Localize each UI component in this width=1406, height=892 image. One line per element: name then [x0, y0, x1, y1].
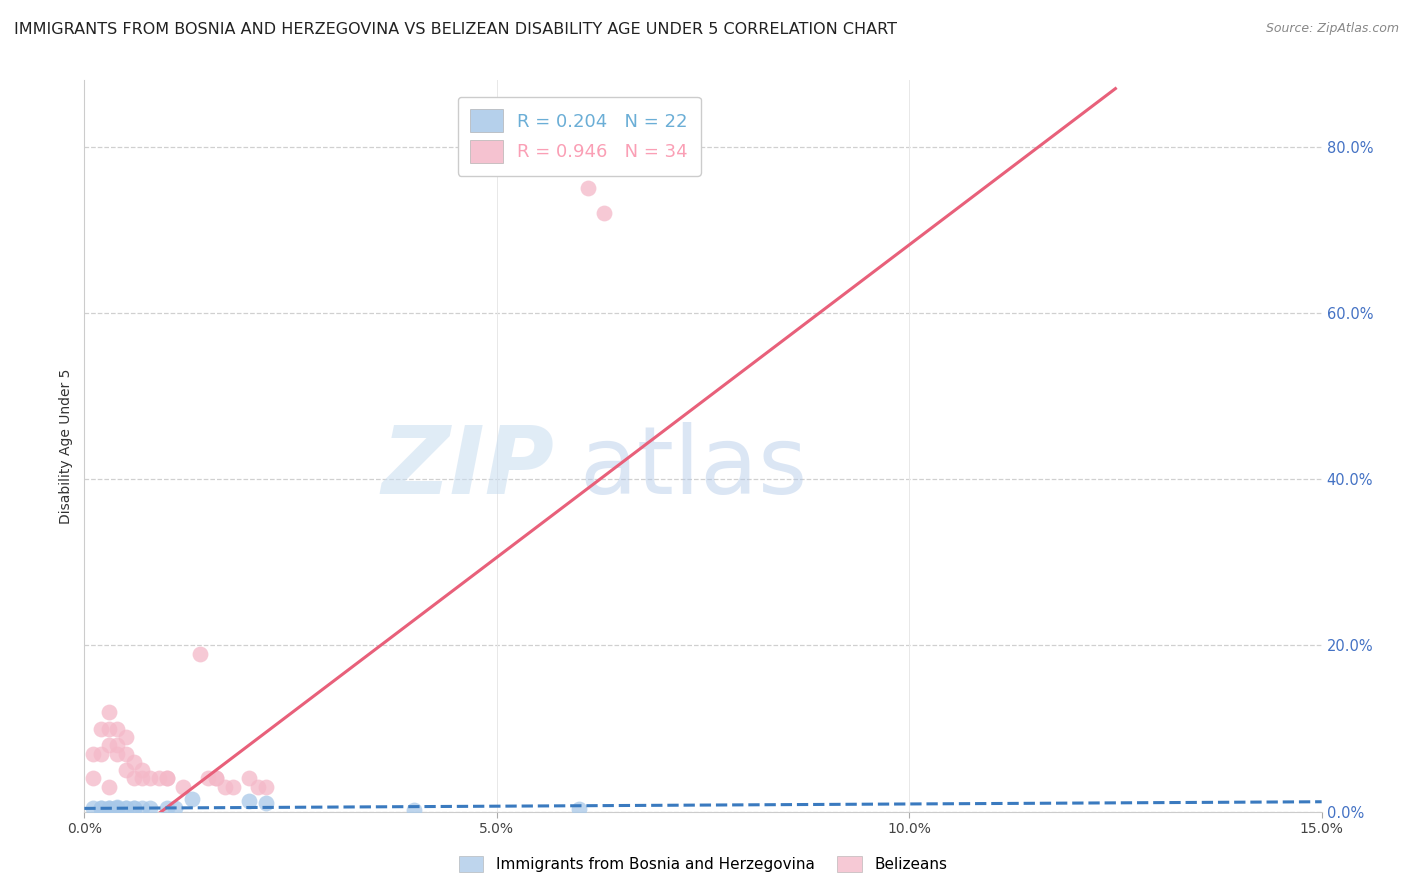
- Point: [105, 747, 128, 761]
- Text: atlas: atlas: [579, 422, 807, 514]
- Point: [98, 801, 121, 815]
- Point: [254, 797, 277, 811]
- Point: [131, 763, 153, 777]
- Point: [254, 780, 277, 794]
- Point: [148, 772, 170, 786]
- Point: [576, 181, 599, 195]
- Point: [238, 794, 260, 808]
- Point: [90, 801, 112, 815]
- Legend: R = 0.204   N = 22, R = 0.946   N = 34: R = 0.204 N = 22, R = 0.946 N = 34: [458, 96, 700, 176]
- Point: [568, 802, 591, 816]
- Point: [238, 772, 260, 786]
- Point: [98, 705, 121, 719]
- Point: [82, 747, 104, 761]
- Point: [98, 738, 121, 752]
- Point: [98, 802, 121, 816]
- Point: [114, 800, 136, 814]
- Point: [205, 772, 228, 786]
- Point: [98, 800, 121, 814]
- Point: [114, 730, 136, 744]
- Point: [98, 780, 121, 794]
- Legend: Immigrants from Bosnia and Herzegovina, Belizeans: Immigrants from Bosnia and Herzegovina, …: [451, 848, 955, 880]
- Point: [188, 647, 211, 661]
- Point: [122, 755, 145, 769]
- Point: [105, 738, 128, 752]
- Point: [172, 780, 194, 794]
- Point: [197, 772, 219, 786]
- Text: ZIP: ZIP: [381, 422, 554, 514]
- Point: [180, 792, 202, 806]
- Point: [122, 801, 145, 815]
- Point: [122, 772, 145, 786]
- Point: [105, 800, 128, 814]
- Point: [131, 772, 153, 786]
- Point: [105, 722, 128, 736]
- Point: [593, 206, 616, 220]
- Point: [222, 780, 245, 794]
- Point: [156, 800, 179, 814]
- Point: [82, 800, 104, 814]
- Point: [139, 800, 162, 814]
- Point: [156, 772, 179, 786]
- Point: [131, 801, 153, 815]
- Point: [205, 772, 228, 786]
- Point: [214, 780, 236, 794]
- Point: [114, 747, 136, 761]
- Point: [82, 772, 104, 786]
- Point: [90, 722, 112, 736]
- Point: [90, 747, 112, 761]
- Y-axis label: Disability Age Under 5: Disability Age Under 5: [59, 368, 73, 524]
- Point: [105, 801, 128, 815]
- Point: [139, 772, 162, 786]
- Point: [165, 800, 187, 814]
- Point: [114, 801, 136, 815]
- Point: [246, 780, 269, 794]
- Point: [404, 803, 426, 817]
- Text: IMMIGRANTS FROM BOSNIA AND HERZEGOVINA VS BELIZEAN DISABILITY AGE UNDER 5 CORREL: IMMIGRANTS FROM BOSNIA AND HERZEGOVINA V…: [14, 22, 897, 37]
- Point: [156, 772, 179, 786]
- Point: [105, 799, 128, 814]
- Point: [90, 800, 112, 814]
- Point: [114, 763, 136, 777]
- Point: [122, 800, 145, 814]
- Text: Source: ZipAtlas.com: Source: ZipAtlas.com: [1265, 22, 1399, 36]
- Point: [98, 722, 121, 736]
